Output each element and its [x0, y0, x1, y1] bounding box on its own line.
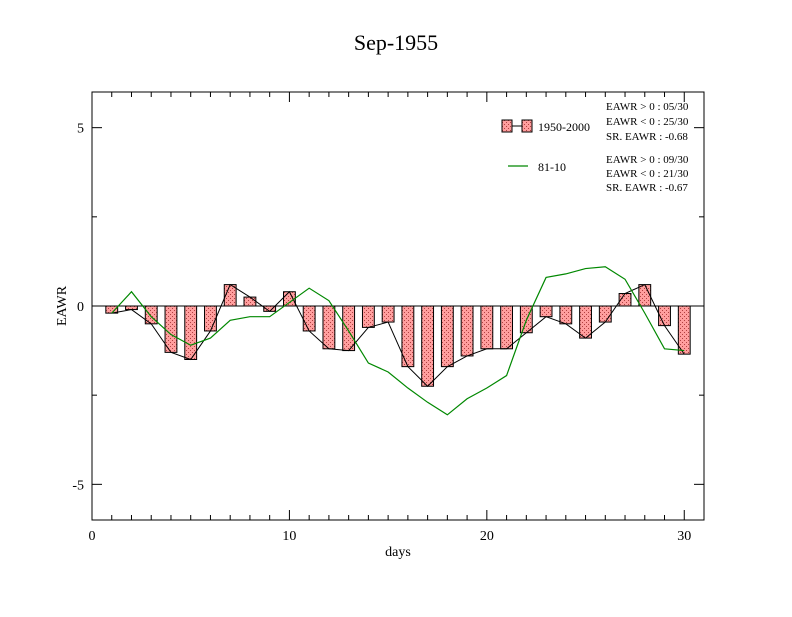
- bar-series: [105, 284, 691, 387]
- bar-day-18: [440, 305, 454, 368]
- annotation-81-10-negative: EAWR < 0 : 21/30: [606, 168, 689, 180]
- bar-day-24: [559, 305, 573, 325]
- bar-day-1: [105, 305, 119, 314]
- bar-day-15: [381, 305, 395, 323]
- legend-bar-swatch-left: [501, 119, 513, 133]
- legend-bar-swatch-right: [521, 119, 533, 133]
- y-tick-label: 5: [77, 122, 84, 137]
- bar-day-30: [677, 305, 691, 355]
- bar-day-23: [539, 305, 553, 318]
- x-tick-label: 0: [89, 529, 96, 544]
- bar-day-2: [125, 305, 138, 311]
- bar-day-21: [500, 305, 514, 350]
- x-tick-label: 30: [677, 529, 691, 544]
- legend-label-1950-2000: 1950-2000: [538, 120, 590, 134]
- bar-day-8: [243, 296, 257, 307]
- bar-day-26: [598, 305, 612, 323]
- bar-day-19: [460, 305, 474, 357]
- bar-day-13: [342, 305, 356, 352]
- bar-day-6: [204, 305, 217, 332]
- x-tick-label: 10: [282, 529, 296, 544]
- y-tick-label: 0: [77, 300, 84, 315]
- bar-day-14: [361, 305, 375, 328]
- y-axis-label: EAWR: [55, 285, 70, 326]
- annotation-81-10-sr: SR. EAWR : -0.67: [606, 182, 688, 194]
- bar-day-4: [164, 305, 178, 353]
- y-tick-label: -5: [72, 478, 84, 493]
- legend: 1950-2000 81-10 EAWR > 0 : 05/30 EAWR < …: [501, 101, 689, 194]
- chart-title: Sep-1955: [354, 30, 438, 55]
- x-axis: 0 10 20 30: [89, 92, 691, 544]
- x-tick-label: 20: [480, 529, 494, 544]
- annotation-1950-2000-positive: EAWR > 0 : 05/30: [606, 101, 689, 113]
- annotation-81-10-positive: EAWR > 0 : 09/30: [606, 154, 689, 166]
- legend-label-81-10: 81-10: [538, 160, 566, 174]
- bar-day-28: [638, 284, 652, 307]
- annotation-1950-2000-sr: SR. EAWR : -0.68: [606, 131, 688, 143]
- bar-day-12: [322, 305, 336, 350]
- bar-series-connector-line: [111, 283, 685, 387]
- line-series-81-10: [111, 266, 685, 416]
- annotation-1950-2000-negative: EAWR < 0 : 25/30: [606, 116, 689, 128]
- bar-day-17: [421, 305, 435, 387]
- bar-day-5: [184, 305, 198, 360]
- bar-day-29: [658, 305, 671, 327]
- x-axis-label: days: [385, 545, 411, 560]
- bar-day-11: [302, 305, 316, 332]
- bar-day-25: [579, 305, 592, 339]
- bar-day-20: [480, 305, 494, 350]
